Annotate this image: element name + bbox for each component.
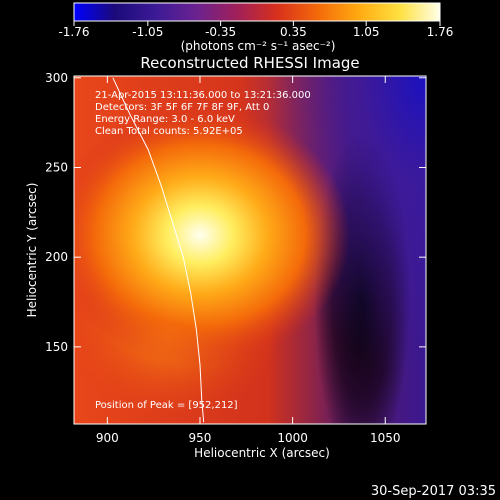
annotation-line: 21-Apr-2015 13:11:36.000 to 13:21:36.000 xyxy=(95,90,311,101)
annotation-line: Clean Total counts: 5.92E+05 xyxy=(95,126,243,137)
colorbar-tick-label: -1.05 xyxy=(132,25,163,39)
y-tick-label: 200 xyxy=(45,250,68,264)
annotation-block: 21-Apr-2015 13:11:36.000 to 13:21:36.000… xyxy=(95,90,311,137)
colorbar-frame xyxy=(73,2,441,22)
x-tick-label: 900 xyxy=(96,431,119,445)
colorbar-tick-label: -1.76 xyxy=(58,25,89,39)
colorbar-tick-label: 1.05 xyxy=(353,25,380,39)
colorbar-tick-label: -0.35 xyxy=(205,25,236,39)
colorbar: -1.76 -1.05 -0.35 0.35 1.05 1.76 (photons cm⁻… xyxy=(58,2,453,53)
solar-limb-curve xyxy=(112,77,205,423)
colorbar-tick-label: 1.76 xyxy=(427,25,454,39)
colorbar-label: (photons cm⁻² s⁻¹ asec⁻²) xyxy=(181,39,336,53)
x-tick-label: 1050 xyxy=(370,431,401,445)
x-tick-label: 950 xyxy=(189,431,212,445)
x-axis-ticks: 900 950 1000 1050 xyxy=(96,76,401,445)
colorbar-ticks: -1.76 -1.05 -0.35 0.35 1.05 1.76 xyxy=(58,21,453,39)
footer-date: 30-Sep-2017 03:35 xyxy=(371,484,496,499)
x-tick-label: 1000 xyxy=(277,431,308,445)
colorbar-gradient xyxy=(74,3,440,21)
y-axis-ticks: 150 200 250 300 xyxy=(45,71,426,354)
y-tick-label: 300 xyxy=(45,71,68,85)
colorbar-tick-label: 0.35 xyxy=(280,25,307,39)
annotation-line: Detectors: 3F 5F 6F 7F 8F 9F, Att 0 xyxy=(95,102,269,113)
y-tick-label: 250 xyxy=(45,160,68,174)
y-tick-label: 150 xyxy=(45,340,68,354)
peak-position-label: Position of Peak = [952,212] xyxy=(95,400,238,411)
chart-title: Reconstructed RHESSI Image xyxy=(140,54,359,72)
x-axis-label: Heliocentric X (arcsec) xyxy=(194,446,330,460)
heatmap-core-emission xyxy=(74,105,350,365)
annotation-line: Energy Range: 3.0 - 6.0 keV xyxy=(95,114,235,125)
y-axis-label: Heliocentric Y (arcsec) xyxy=(25,183,39,318)
plot-frame xyxy=(73,75,427,425)
heatmap-image xyxy=(74,76,426,424)
